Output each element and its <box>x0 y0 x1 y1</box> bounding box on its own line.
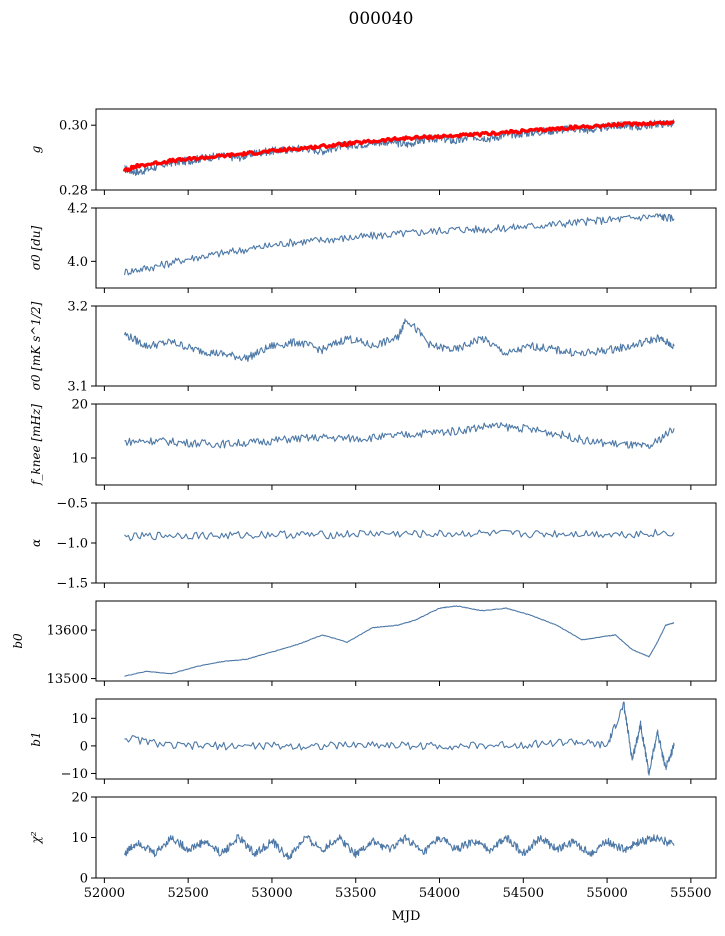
panel-2: 4.0 4.2 σ0 [du] <box>29 202 717 293</box>
axes-frame <box>95 403 717 486</box>
axes-frame <box>95 305 717 387</box>
y-tick-label: −1.0 <box>56 537 88 552</box>
y-axis-label: g <box>29 145 43 153</box>
panel-3: 3.1 3.2 σ0 [mK s^1/2] <box>29 300 717 395</box>
x-tick-label: 52500 <box>167 886 208 901</box>
y-tick-label: −10 <box>61 767 88 782</box>
y-axis-label: f_knee [mHz] <box>29 404 43 486</box>
y-axis-label: σ0 [du] <box>29 225 43 270</box>
panel-7: −10 0 10 b1 <box>29 698 717 784</box>
y-axis-label: α <box>29 539 43 547</box>
series-data-line <box>124 528 675 542</box>
y-tick-label: 10 <box>71 452 88 467</box>
y-tick-label: 20 <box>71 398 88 413</box>
axes-frame <box>95 502 717 584</box>
series-data-line <box>123 213 675 276</box>
series-model-line <box>122 120 675 173</box>
series-data-line <box>124 701 675 776</box>
y-tick-label: −0.5 <box>56 497 88 512</box>
figure-title: 000040 <box>349 9 414 29</box>
series-data-line <box>123 318 675 362</box>
panel-5: −1.5 −1.0 −0.5 α <box>29 497 717 592</box>
panel-6: 13500 13600 b0 <box>11 600 717 687</box>
series-data-line <box>124 605 675 677</box>
panel-8: 0 10 20 52000 52500 53000 53500 54000 54500 55000… <box>29 791 717 924</box>
y-tick-label: 0.28 <box>59 184 88 199</box>
y-tick-label: 0 <box>80 872 88 887</box>
x-tick-label: 55000 <box>586 886 627 901</box>
y-tick-label: 13500 <box>47 672 88 687</box>
y-tick-label: −1.5 <box>56 577 88 592</box>
x-tick-label: 53500 <box>335 886 376 901</box>
y-tick-label: 4.2 <box>67 202 88 217</box>
y-tick-label: 20 <box>71 791 88 806</box>
y-tick-label: 3.1 <box>67 380 88 395</box>
panel-1: 0.28 0.30 g <box>29 108 717 199</box>
y-axis-label: σ0 [mK s^1/2] <box>29 301 43 390</box>
series-data-line <box>123 834 675 861</box>
x-tick-label: 54500 <box>503 886 544 901</box>
x-tick-label: 54000 <box>419 886 460 901</box>
y-tick-label: 4.0 <box>67 255 88 270</box>
axes-frame <box>95 207 717 289</box>
y-tick-label: 10 <box>71 712 88 727</box>
x-tick-label: 53000 <box>251 886 292 901</box>
axes-frame <box>95 108 717 191</box>
y-tick-label: 10 <box>71 831 88 846</box>
panel-4: 10 20 f_knee [mHz] <box>29 398 717 490</box>
y-axis-label: b0 <box>11 633 25 649</box>
y-axis-label: χ² <box>29 831 43 844</box>
axes-frame <box>95 698 717 780</box>
x-axis-label: MJD <box>392 909 421 924</box>
y-tick-label: 13600 <box>47 624 88 639</box>
series-data-line <box>124 422 675 449</box>
y-tick-label: 0 <box>80 739 88 754</box>
y-tick-label: 0.30 <box>59 119 88 134</box>
axes-frame <box>95 600 717 682</box>
x-tick-label: 52000 <box>84 886 125 901</box>
panels: 0.28 0.30 g 4.0 4.2 σ0 [du] 3.1 3.2 σ0 [mK s^1/2… <box>11 108 717 924</box>
y-tick-label: 3.2 <box>67 300 88 315</box>
x-tick-label: 55500 <box>670 886 711 901</box>
y-axis-label: b1 <box>29 731 43 746</box>
